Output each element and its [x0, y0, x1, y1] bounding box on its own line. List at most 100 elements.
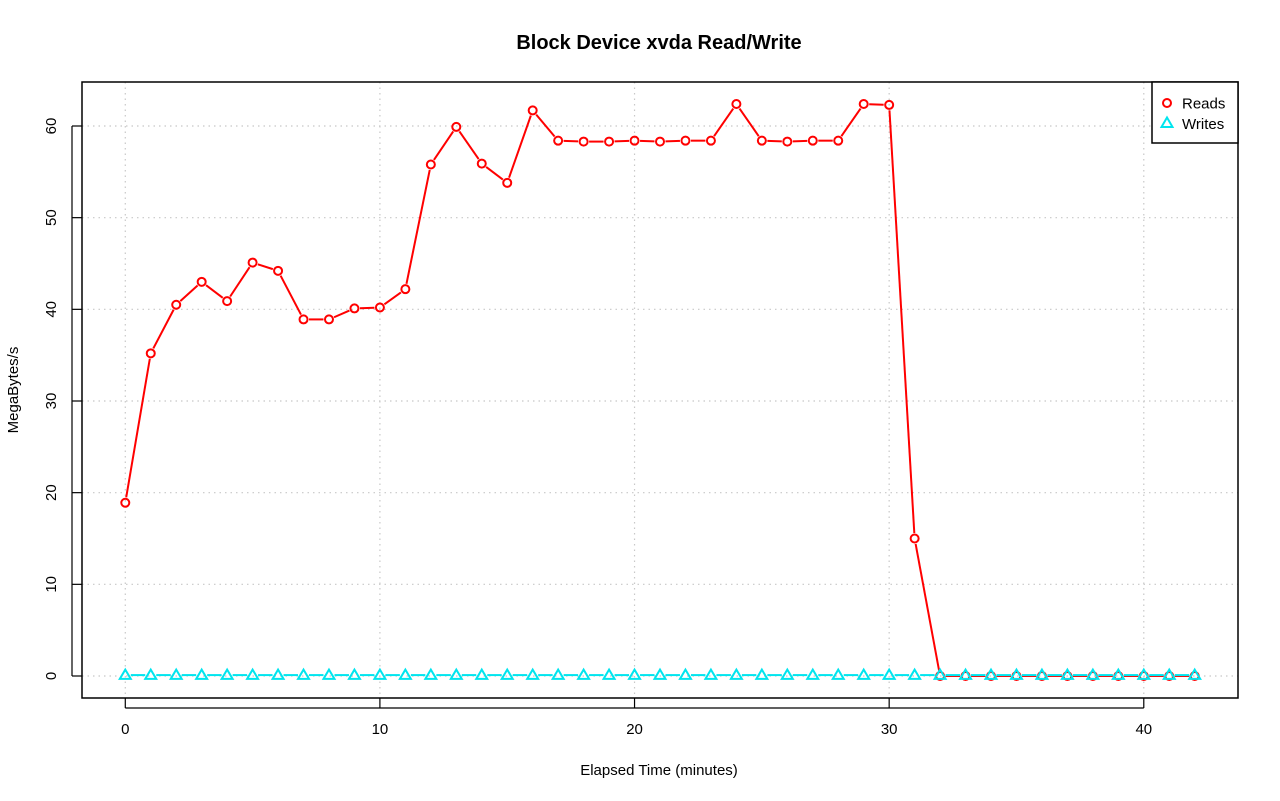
reads-point — [222, 296, 233, 307]
y-tick-label: 30 — [43, 393, 60, 410]
legend-writes-marker — [1159, 115, 1175, 128]
writes-point — [983, 667, 999, 680]
x-tick-label: 40 — [1135, 721, 1152, 738]
reads-line-segment — [914, 543, 941, 671]
writes-point — [881, 667, 897, 680]
reads-line-segment — [205, 284, 224, 299]
writes-point — [550, 667, 566, 680]
reads-point — [145, 348, 156, 359]
writes-point — [601, 667, 617, 680]
writes-point — [678, 667, 693, 680]
series-reads — [120, 99, 1200, 681]
reads-line-segment — [665, 139, 681, 143]
writes-point — [499, 667, 515, 680]
writes-point — [958, 667, 973, 680]
reads-line-segment — [458, 130, 480, 160]
writes-point — [219, 667, 235, 680]
reads-line-segment — [257, 263, 274, 271]
reads-point — [807, 135, 818, 146]
writes-point — [118, 667, 133, 680]
reads-point — [298, 314, 309, 325]
y-axis: 0 10 20 30 40 50 60 — [43, 118, 82, 680]
writes-point — [1187, 667, 1202, 680]
writes-point — [780, 667, 795, 680]
writes-point — [830, 667, 846, 680]
x-axis: 0 10 20 30 40 — [121, 698, 1152, 738]
reads-point — [273, 265, 284, 276]
reads-point — [604, 136, 615, 147]
reads-point — [425, 159, 436, 170]
writes-point — [1034, 667, 1050, 680]
x-tick-label: 20 — [626, 721, 643, 738]
y-tick-label: 40 — [43, 301, 60, 318]
y-tick-label: 60 — [43, 118, 60, 135]
writes-point — [372, 667, 388, 680]
reads-line-segment — [179, 284, 199, 302]
writes-point — [576, 667, 591, 680]
reads-point — [451, 121, 462, 132]
writes-point — [703, 667, 719, 680]
reads-point — [756, 135, 767, 146]
reads-line-segment — [614, 139, 630, 143]
reads-point — [247, 257, 258, 268]
writes-point — [932, 667, 948, 680]
reads-line-segment — [767, 139, 782, 143]
reads-point — [629, 135, 640, 146]
chart-title: Block Device xvda Read/Write — [516, 32, 801, 54]
writes-point — [321, 667, 337, 680]
reads-point — [731, 99, 742, 109]
legend: Reads Writes — [1151, 81, 1239, 144]
reads-line-segment — [639, 139, 655, 143]
reads-line-segment — [125, 358, 151, 498]
grid-lines — [82, 82, 1238, 698]
reads-point — [909, 533, 920, 544]
writes-point — [805, 667, 821, 680]
writes-point — [754, 667, 770, 680]
reads-line-segment — [713, 107, 735, 137]
reads-line-segment — [279, 275, 302, 316]
plot-border — [81, 81, 1239, 699]
writes-point — [474, 667, 490, 680]
reads-point — [782, 136, 793, 147]
reads-line-segment — [792, 139, 808, 143]
reads-line-segment — [383, 291, 402, 306]
legend-writes-label: Writes — [1182, 116, 1224, 133]
series-layer — [118, 99, 1202, 681]
writes-point — [347, 667, 362, 680]
reads-point — [171, 299, 182, 310]
reads-point — [400, 284, 411, 295]
reads-line-segment — [535, 113, 556, 138]
reads-point — [527, 105, 538, 116]
writes-point — [423, 667, 439, 680]
writes-point — [449, 667, 464, 680]
reads-point — [349, 303, 360, 314]
reads-line-segment — [738, 107, 760, 137]
reads-line-segment — [152, 309, 175, 349]
writes-point — [1111, 667, 1126, 680]
writes-point — [627, 667, 642, 680]
series-writes — [118, 667, 1202, 680]
reads-line-segment — [869, 103, 884, 106]
reads-point — [196, 276, 207, 287]
reads-line-segment — [433, 130, 455, 161]
writes-point — [296, 667, 311, 680]
reads-line-segment — [333, 309, 350, 319]
reads-line-segment — [840, 107, 862, 137]
reads-point — [120, 497, 131, 508]
writes-point — [1060, 667, 1075, 680]
reads-line-segment — [359, 306, 375, 310]
legend-reads-label: Reads — [1182, 96, 1225, 113]
writes-point — [856, 667, 871, 680]
reads-line-segment — [563, 139, 579, 143]
legend-reads-marker — [1162, 98, 1172, 108]
x-tick-label: 30 — [881, 721, 898, 738]
reads-point — [680, 135, 691, 146]
y-tick-label: 10 — [43, 576, 60, 593]
reads-point — [323, 314, 334, 325]
reads-point — [858, 99, 869, 109]
writes-point — [168, 667, 184, 680]
writes-point — [1009, 667, 1024, 680]
reads-line-segment — [405, 169, 431, 284]
reads-line-segment — [229, 266, 251, 298]
writes-point — [907, 667, 922, 680]
